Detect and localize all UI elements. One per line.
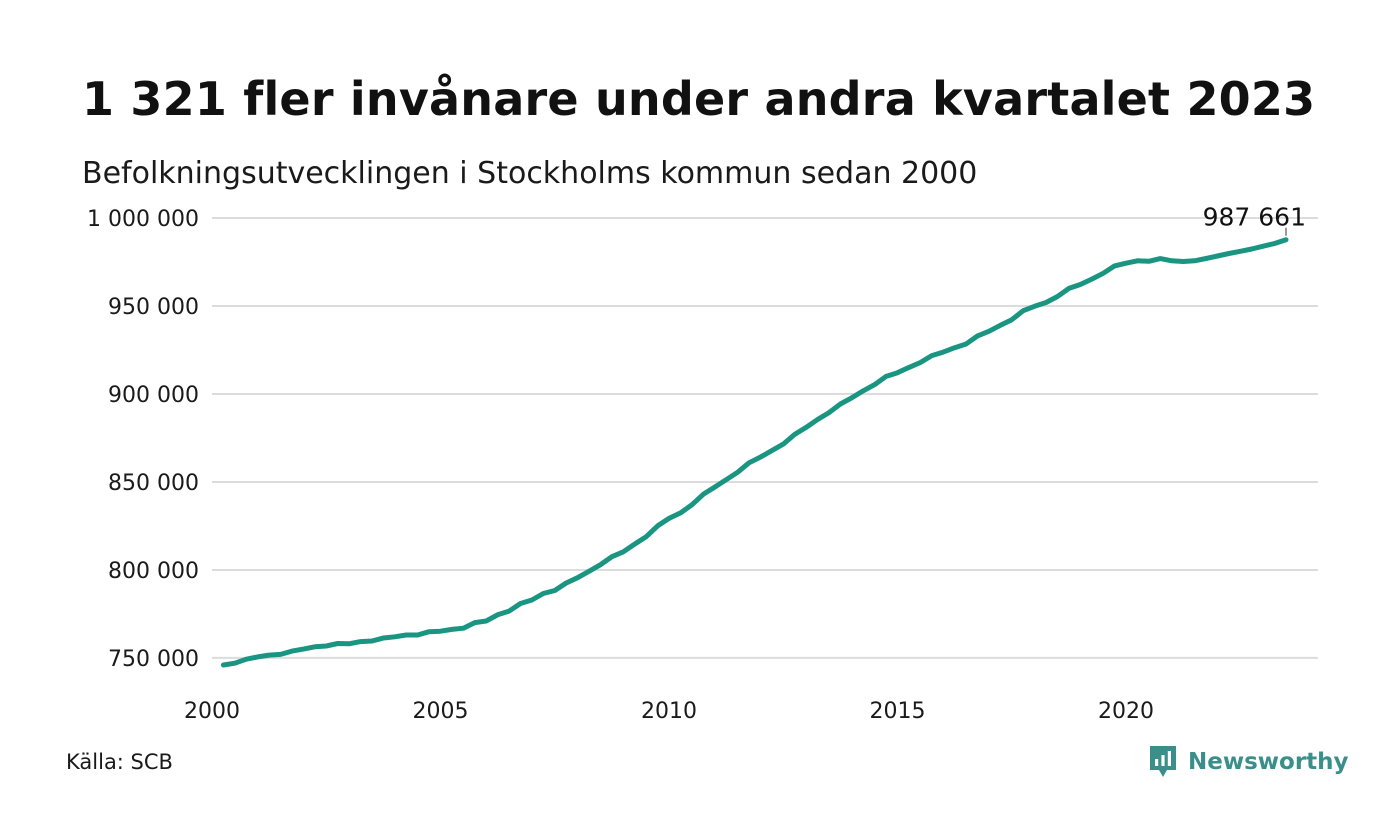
y-tick-label: 1 000 000 [87, 207, 199, 232]
series-line [220, 237, 1289, 668]
y-tick-label: 950 000 [108, 295, 199, 320]
y-tick-label: 750 000 [108, 647, 199, 672]
source-note: Källa: SCB [66, 750, 173, 774]
annotation-layer: 987 661 [1203, 203, 1306, 236]
y-axis-tick-labels: 750 000 800 000 850 000 900 000 950 000 1 000… [87, 207, 199, 672]
x-tick-label: 2005 [413, 699, 469, 724]
brand-name: Newsworthy [1188, 749, 1349, 775]
x-axis-tick-labels: 2000 2005 2010 2015 2020 [184, 699, 1154, 724]
series-layer [220, 237, 1289, 668]
x-tick-label: 2015 [870, 699, 926, 724]
y-tick-label: 900 000 [108, 383, 199, 408]
end-value-label: 987 661 [1203, 203, 1306, 232]
y-tick-label: 800 000 [108, 559, 199, 584]
x-tick-label: 2020 [1098, 699, 1154, 724]
brand-logo: Newsworthy [1148, 744, 1349, 780]
x-tick-label: 2000 [184, 699, 240, 724]
x-tick-label: 2010 [641, 699, 697, 724]
newsworthy-logo-icon [1150, 746, 1176, 777]
chart-title: 1 321 fler invånare under andra kvartale… [82, 72, 1316, 126]
y-tick-label: 850 000 [108, 471, 199, 496]
chart-subtitle: Befolkningsutvecklingen i Stockholms kom… [82, 156, 978, 191]
gridlines [212, 217, 1318, 659]
